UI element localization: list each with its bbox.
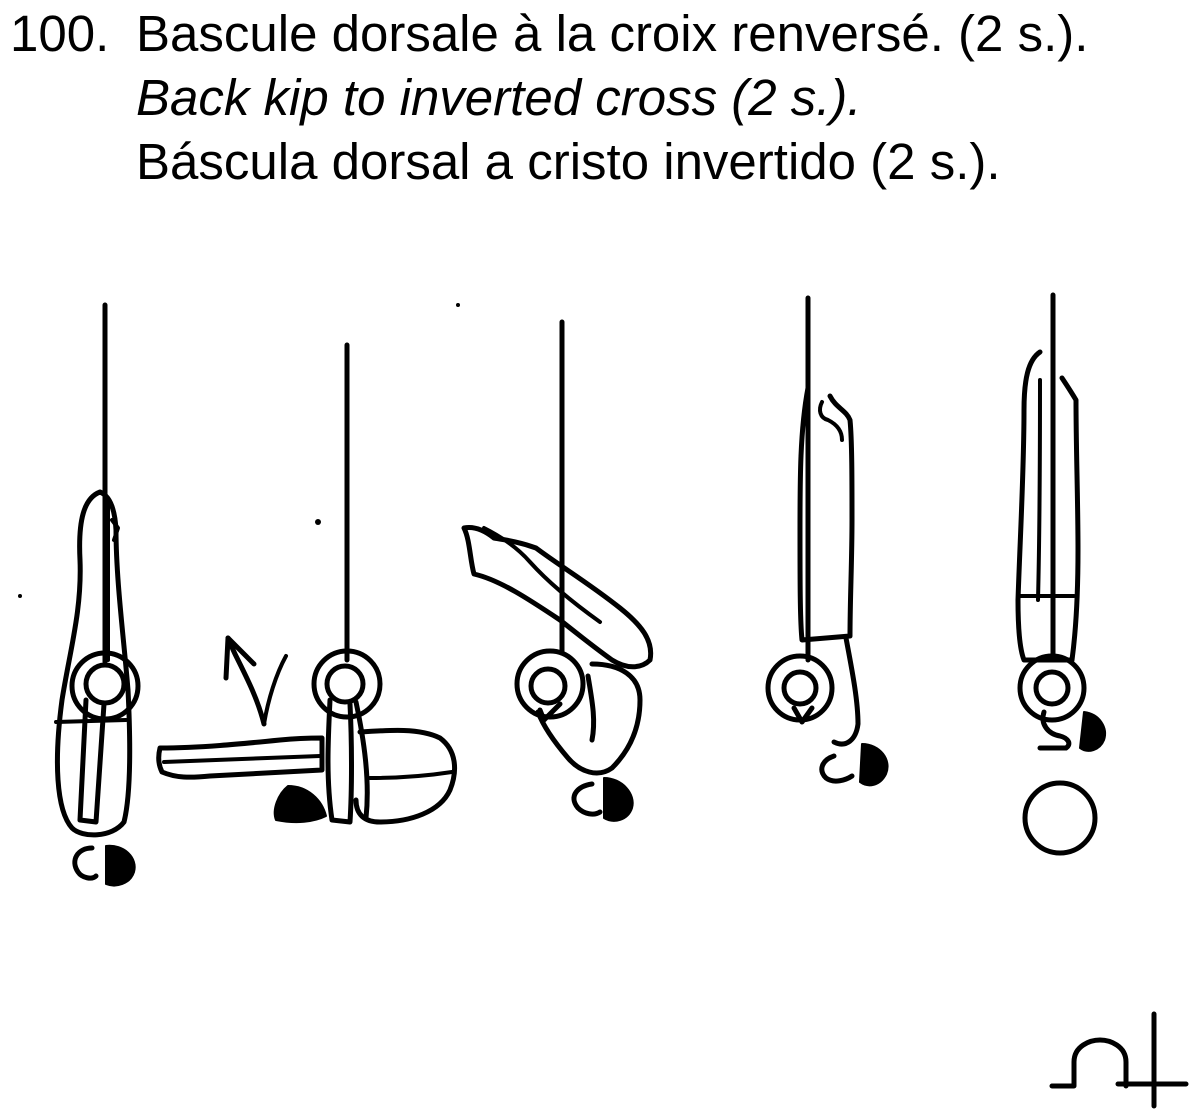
title-line-english: Back kip to inverted cross (2 s.). <box>10 66 1190 130</box>
legs-split <box>482 526 602 624</box>
body-outline <box>54 489 133 838</box>
ring-inner <box>781 669 819 707</box>
ring-inner <box>528 666 568 706</box>
head-face <box>72 845 99 881</box>
phase-hang <box>54 302 141 887</box>
head-face <box>819 753 855 784</box>
ring-outer <box>765 653 835 723</box>
ring-outer <box>1017 653 1087 723</box>
title-english: Back kip to inverted cross (2 s.). <box>136 69 862 126</box>
legs-outline <box>797 385 855 643</box>
hand-grip <box>1037 709 1072 751</box>
legs-outline <box>461 525 654 670</box>
title-line-french: 100. Bascule dorsale à la croix renversé… <box>10 2 1190 66</box>
torso-outline <box>353 727 458 825</box>
phase-inverted-cross <box>1015 292 1106 856</box>
arm-line <box>585 673 597 743</box>
title-french: Bascule dorsale à la croix renversé. (2 … <box>136 5 1089 62</box>
head-face <box>571 781 603 817</box>
head-hair <box>273 785 327 824</box>
leg-inner <box>818 400 844 442</box>
title-line-spanish: Báscula dorsal a cristo invertido (2 s.)… <box>10 130 1190 194</box>
body-split <box>54 718 128 724</box>
hand-grip <box>77 697 107 825</box>
speck <box>456 303 460 307</box>
legs-outline <box>156 735 325 780</box>
ring-inner <box>83 662 127 706</box>
difficulty-symbol <box>1049 1011 1189 1109</box>
arm-left <box>325 697 354 825</box>
hand-grip <box>537 701 563 723</box>
torso-outline <box>831 635 861 747</box>
arm-detail <box>110 518 120 542</box>
legs-outline <box>1015 349 1081 663</box>
inverted-cross-head-circle <box>1022 780 1098 856</box>
phase-extension <box>765 295 889 787</box>
phase-kip <box>461 319 654 822</box>
leg-split-line <box>1036 378 1042 602</box>
head-hair <box>1079 711 1106 752</box>
swing-arrow <box>223 635 288 727</box>
hand-grip <box>791 705 815 725</box>
symbol-arch <box>1049 1037 1129 1089</box>
torso-line <box>368 770 454 780</box>
head-hair <box>603 777 634 822</box>
speck <box>315 519 321 525</box>
arrow-shaft <box>225 635 267 727</box>
ring-inner <box>324 663 366 705</box>
speck <box>18 594 22 598</box>
arrow-head <box>223 635 257 681</box>
legs-split <box>162 754 322 764</box>
phase-pike-back-swing <box>156 342 458 825</box>
ring-outer <box>311 648 383 720</box>
head-hair <box>105 844 136 887</box>
head-hair <box>859 743 889 787</box>
ring-outer <box>514 648 586 720</box>
skill-number: 100. <box>10 5 110 62</box>
title-spanish: Báscula dorsal a cristo invertido (2 s.)… <box>136 133 1001 190</box>
ring-inner <box>1033 669 1071 707</box>
skill-header: 100. Bascule dorsale à la croix renversé… <box>10 2 1190 194</box>
arm-right <box>353 699 370 821</box>
torso-outline <box>535 661 643 776</box>
arrow-tail <box>262 654 288 726</box>
